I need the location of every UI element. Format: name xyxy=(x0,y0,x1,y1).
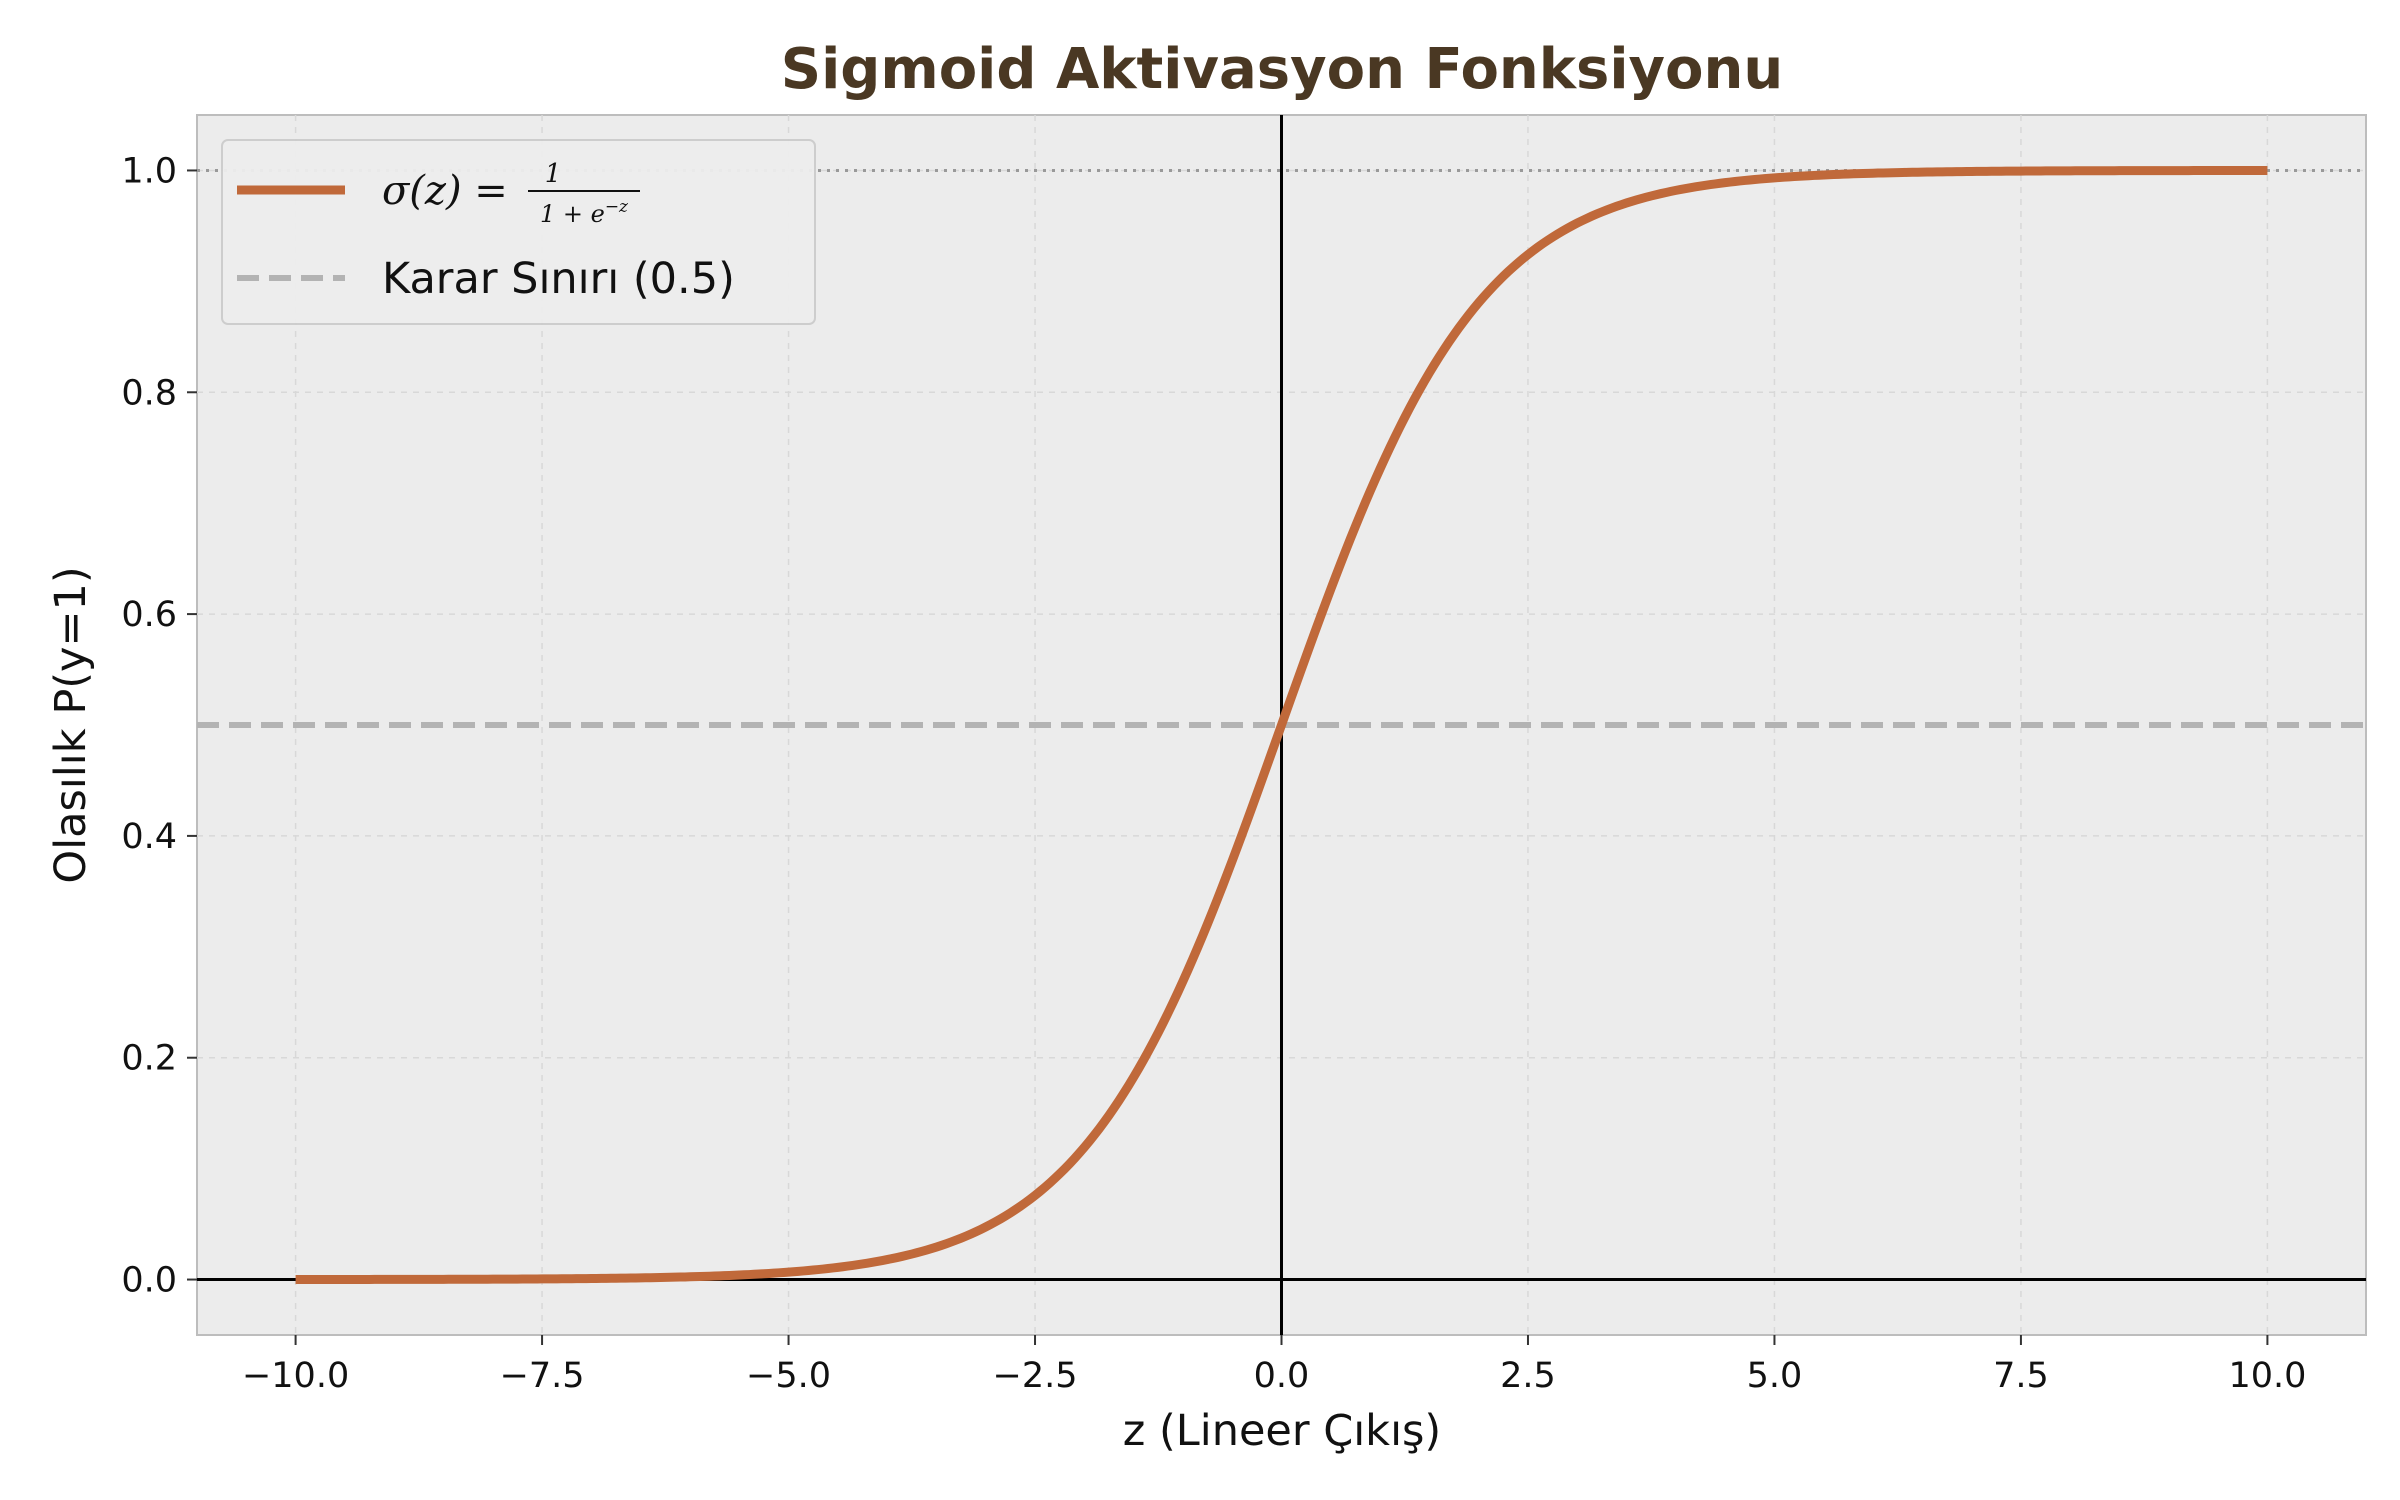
legend: σ(z) = 1 1 + e−z Karar Sınırı (0.5) xyxy=(221,139,816,325)
x-tick-label: 5.0 xyxy=(1747,1356,1803,1396)
x-tick-label: 0.0 xyxy=(1254,1356,1310,1396)
y-tick-label: 0.2 xyxy=(121,1039,177,1079)
svg-text:σ(z) =: σ(z) = xyxy=(382,168,508,214)
ticks: −10.0 −7.5 −5.0 −2.5 0.0 2.5 5.0 7.5 10.0 0.0 0.2 0… xyxy=(121,151,2306,1396)
x-tick-label: −2.5 xyxy=(993,1356,1078,1396)
x-tick-label: 7.5 xyxy=(1993,1356,2049,1396)
chart-title: Sigmoid Aktivasyon Fonksiyonu xyxy=(781,37,1784,102)
y-tick-label: 0.4 xyxy=(121,817,177,857)
series xyxy=(197,166,2366,1284)
x-tick-label: −10.0 xyxy=(242,1356,349,1396)
y-tick-label: 0.0 xyxy=(121,1261,177,1301)
x-tick-label: 10.0 xyxy=(2228,1356,2306,1396)
y-tick-label: 0.8 xyxy=(121,373,177,413)
legend-sigmoid-label: σ(z) = 1 1 + e−z xyxy=(382,159,640,228)
x-tick-label: −5.0 xyxy=(746,1356,831,1396)
x-axis-label: z (Lineer Çıkış) xyxy=(1123,1406,1441,1456)
svg-text:1 + e−z: 1 + e−z xyxy=(540,197,629,228)
y-tick-label: 0.6 xyxy=(121,595,177,635)
x-tick-label: 2.5 xyxy=(1500,1356,1556,1396)
legend-box xyxy=(221,139,816,325)
legend-threshold-label: Karar Sınırı (0.5) xyxy=(382,254,735,304)
svg-text:1: 1 xyxy=(545,159,562,189)
x-tick-label: −7.5 xyxy=(500,1356,585,1396)
y-tick-label: 1.0 xyxy=(121,151,177,191)
sigmoid-curve xyxy=(295,166,2268,1284)
y-axis-label: Olasılık P(y=1) xyxy=(46,566,96,883)
